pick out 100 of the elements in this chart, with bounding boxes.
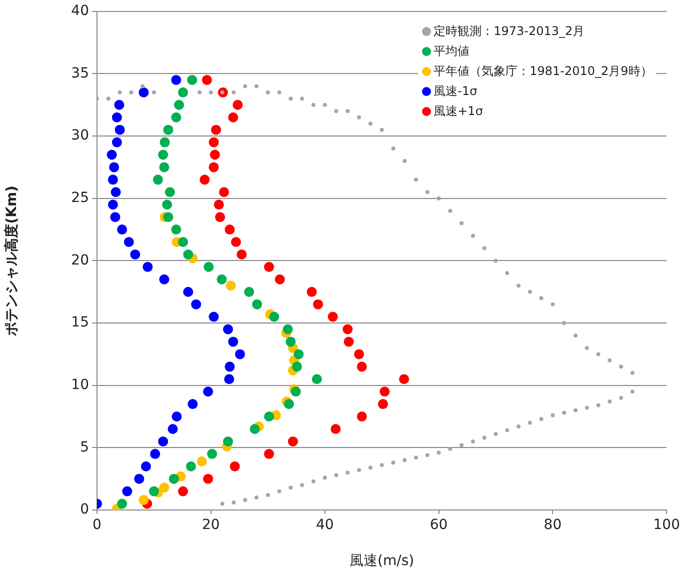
point <box>274 274 285 284</box>
point <box>163 124 174 135</box>
point <box>223 324 234 334</box>
point <box>117 224 128 235</box>
y-tick-label: 0 <box>80 502 89 518</box>
point <box>207 448 218 459</box>
point <box>108 200 118 210</box>
point <box>134 474 144 484</box>
point <box>124 237 134 248</box>
point <box>313 299 324 310</box>
point <box>140 461 151 472</box>
point <box>228 112 238 122</box>
point <box>224 362 235 372</box>
legend-label: 定時観測：1973-2013_2月 <box>434 23 585 40</box>
point <box>174 100 184 110</box>
point <box>152 174 163 185</box>
point <box>178 486 188 496</box>
point <box>286 336 296 347</box>
point <box>330 424 341 434</box>
y-tick-label: 40 <box>71 3 89 20</box>
point <box>187 74 198 85</box>
point <box>200 174 210 185</box>
point <box>122 486 132 496</box>
point <box>112 137 122 148</box>
point <box>294 349 304 360</box>
legend-label: 平均値 <box>434 43 470 60</box>
point <box>378 399 388 410</box>
point <box>171 112 182 122</box>
point <box>158 150 168 160</box>
legend-label: 風速-1σ <box>434 83 478 100</box>
point <box>219 187 230 198</box>
point <box>142 262 153 272</box>
point <box>208 137 219 148</box>
point <box>282 324 293 334</box>
point <box>164 187 175 198</box>
point <box>106 150 117 160</box>
y-tick-label: 25 <box>71 190 89 206</box>
point <box>150 448 160 459</box>
x-axis-title: 風速(m/s) <box>350 553 414 570</box>
point <box>178 87 188 98</box>
point <box>224 224 235 235</box>
x-tick-label: 80 <box>544 517 562 534</box>
x-tick-label: 60 <box>430 517 448 534</box>
legend-label: 風速+1σ <box>434 103 483 120</box>
point <box>171 74 182 85</box>
y-tick-label: 10 <box>71 376 89 393</box>
point <box>117 498 128 509</box>
point <box>214 200 224 210</box>
point <box>108 174 118 185</box>
point <box>159 274 170 284</box>
point <box>342 324 353 334</box>
point <box>223 436 234 446</box>
y-tick-label: 30 <box>71 128 89 144</box>
point <box>344 336 354 347</box>
point <box>230 237 241 248</box>
point <box>203 386 214 397</box>
point <box>114 100 124 110</box>
point <box>162 200 172 210</box>
y-tick-label: 20 <box>71 252 89 268</box>
y-tick-label: 15 <box>71 314 89 331</box>
point <box>306 286 317 297</box>
x-tick-label: 20 <box>202 517 220 534</box>
point <box>236 249 247 260</box>
x-tick-label: 100 <box>653 517 680 534</box>
point <box>228 336 238 347</box>
point <box>356 362 367 372</box>
point <box>130 249 140 260</box>
point <box>216 274 227 284</box>
point <box>196 456 207 466</box>
point <box>244 286 254 297</box>
point <box>191 299 202 310</box>
point <box>234 349 245 360</box>
point <box>178 237 188 248</box>
point <box>208 312 219 322</box>
point <box>288 436 298 446</box>
point <box>208 162 219 172</box>
point <box>215 212 226 222</box>
point <box>188 399 198 410</box>
point <box>172 412 182 422</box>
point <box>264 448 274 459</box>
point <box>252 299 262 310</box>
point <box>112 112 122 122</box>
point <box>211 124 222 135</box>
point <box>380 386 390 397</box>
y-tick-label: 35 <box>71 65 89 82</box>
y-axis-title: ポテンシャル高度(Km) <box>3 186 20 337</box>
point <box>163 212 174 222</box>
point <box>356 412 367 422</box>
point <box>264 412 274 422</box>
point <box>230 461 240 472</box>
point <box>202 74 212 85</box>
point <box>160 137 170 148</box>
point <box>354 349 364 360</box>
point <box>210 150 220 160</box>
point <box>328 312 338 322</box>
point <box>250 424 260 434</box>
point <box>264 262 274 272</box>
point <box>204 262 214 272</box>
point <box>159 162 170 172</box>
x-tick-label: 0 <box>92 517 102 534</box>
